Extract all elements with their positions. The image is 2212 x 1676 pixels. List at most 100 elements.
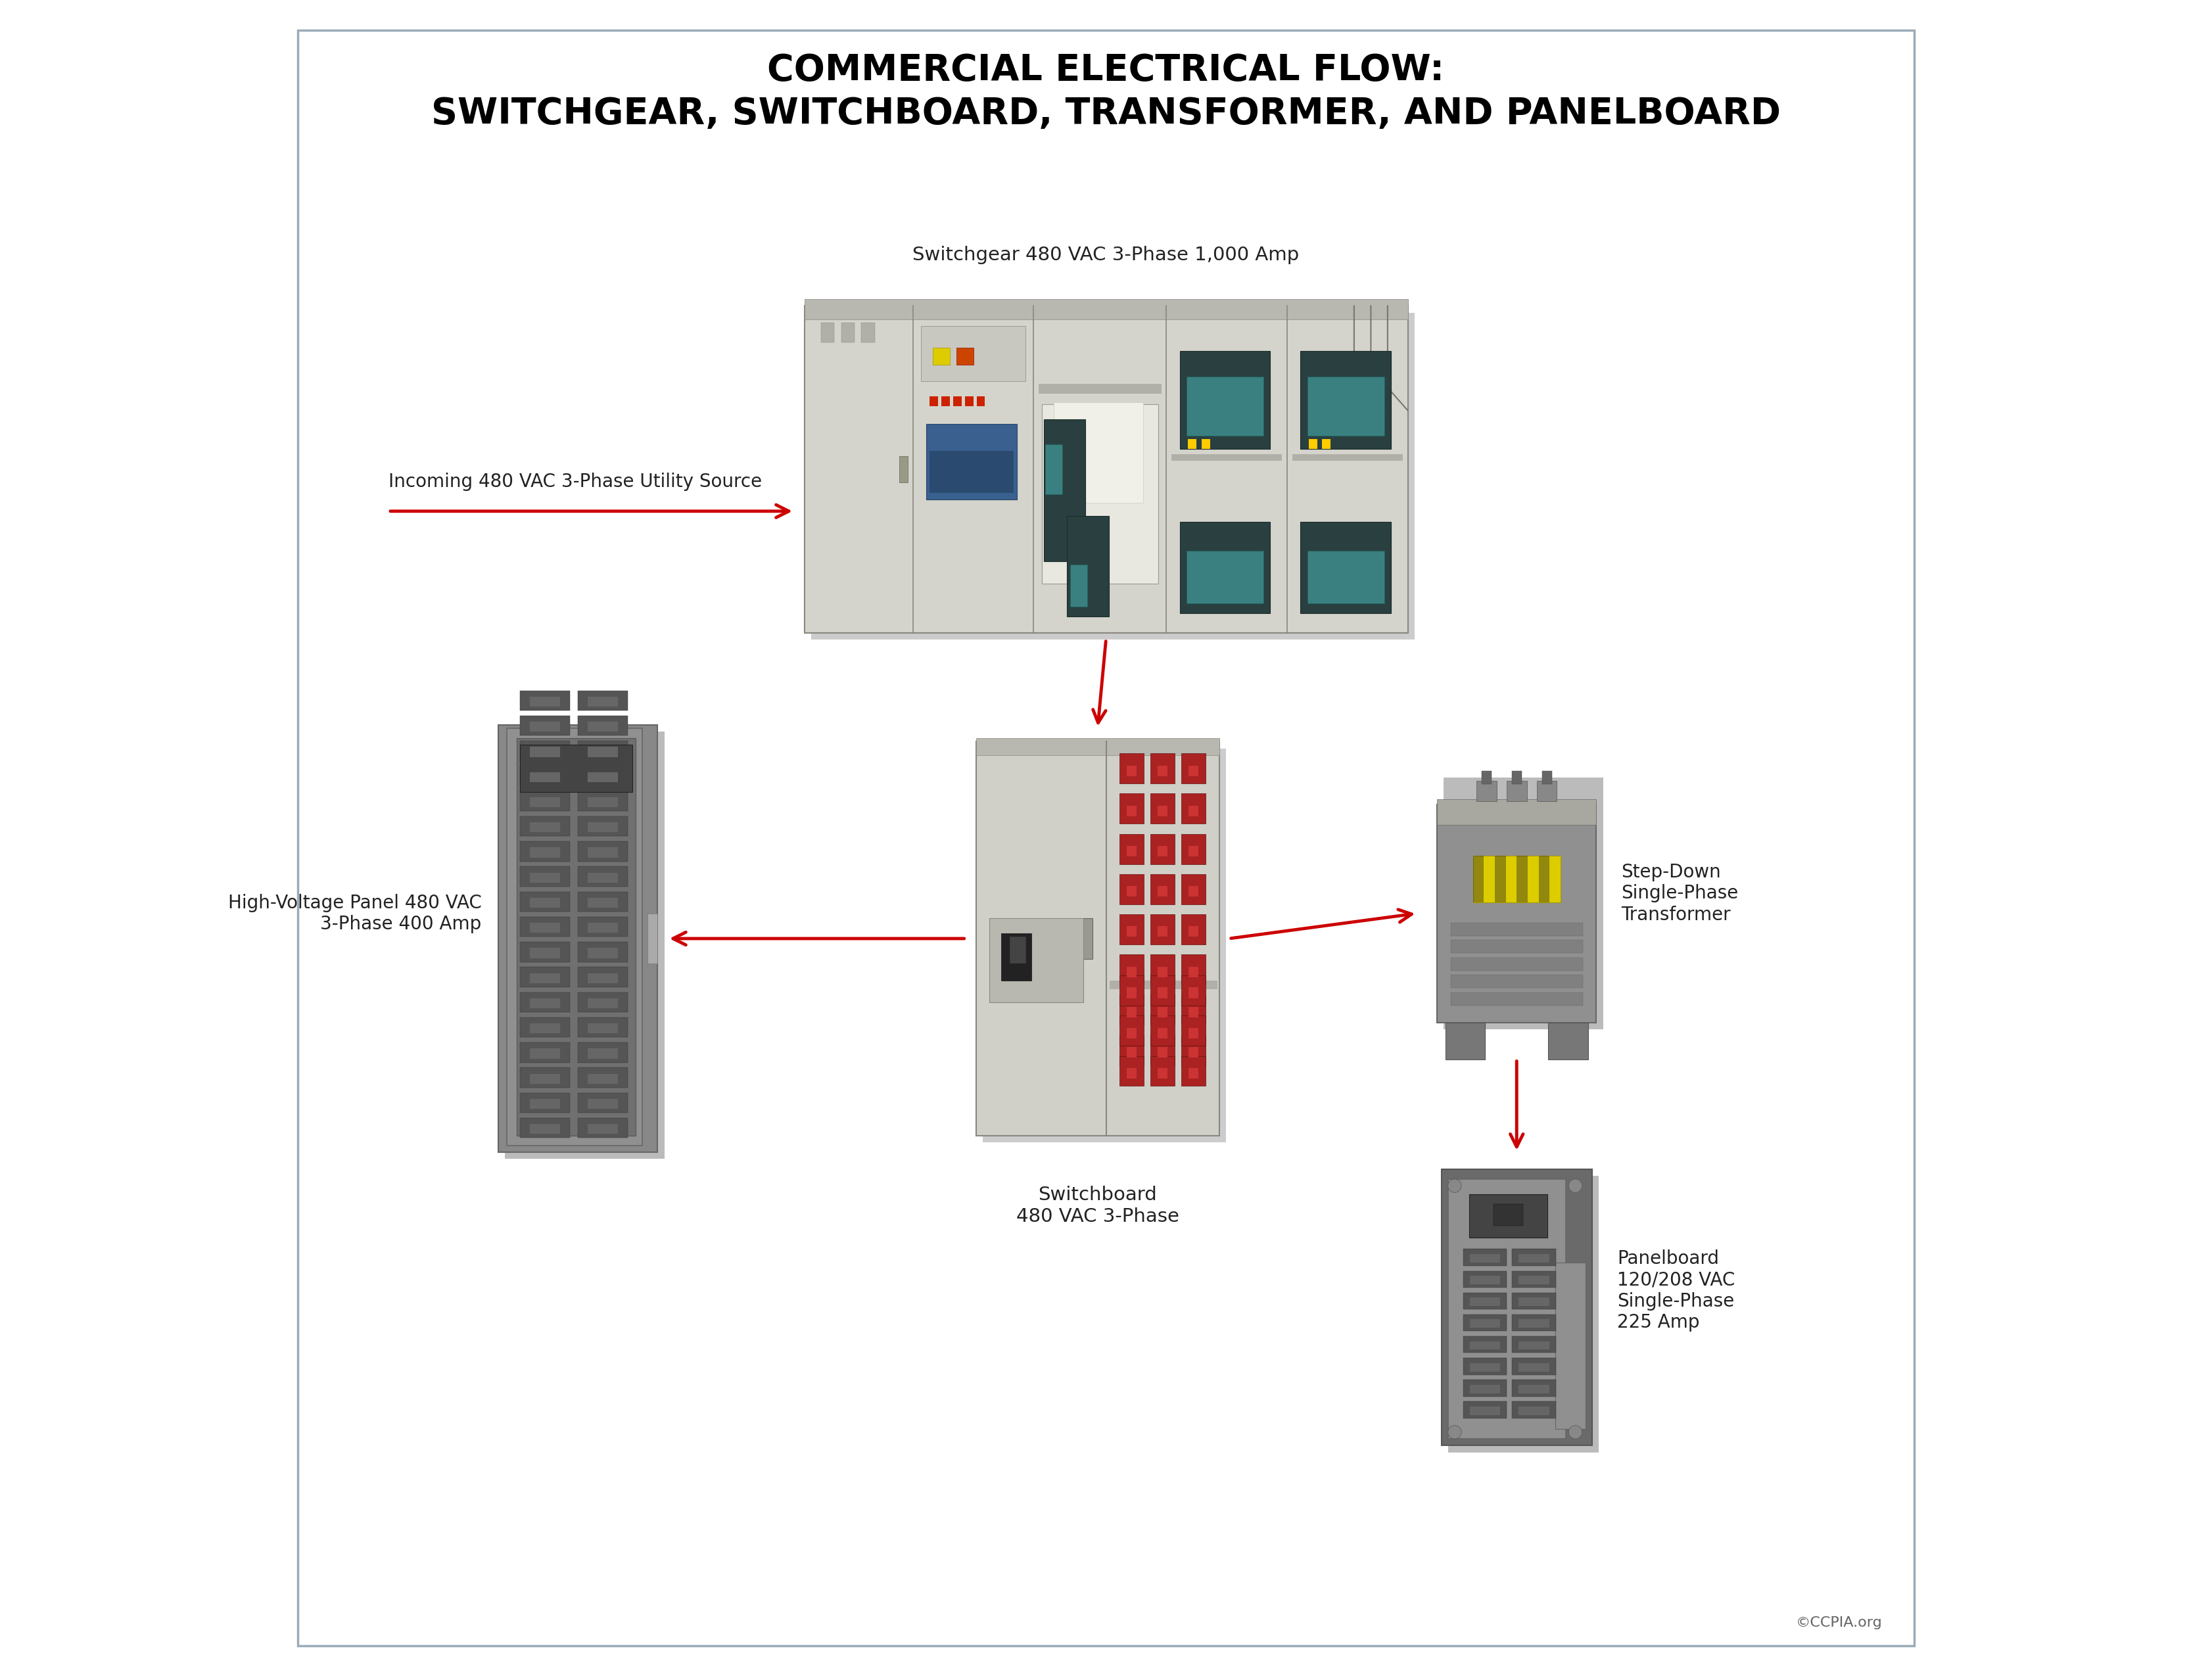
FancyBboxPatch shape	[1451, 975, 1584, 989]
FancyBboxPatch shape	[1307, 377, 1385, 436]
FancyBboxPatch shape	[1482, 771, 1491, 784]
FancyBboxPatch shape	[1157, 806, 1168, 816]
FancyBboxPatch shape	[1126, 1027, 1137, 1039]
FancyBboxPatch shape	[1462, 1249, 1506, 1265]
FancyBboxPatch shape	[588, 798, 617, 808]
FancyBboxPatch shape	[1511, 1314, 1555, 1331]
FancyBboxPatch shape	[1188, 887, 1199, 897]
FancyBboxPatch shape	[1511, 1270, 1555, 1287]
FancyBboxPatch shape	[588, 974, 617, 984]
FancyBboxPatch shape	[531, 1049, 560, 1059]
FancyBboxPatch shape	[1181, 975, 1206, 1006]
FancyBboxPatch shape	[1181, 875, 1206, 905]
FancyBboxPatch shape	[956, 349, 973, 365]
FancyBboxPatch shape	[1181, 915, 1206, 945]
FancyBboxPatch shape	[588, 1099, 617, 1110]
FancyBboxPatch shape	[1188, 1048, 1199, 1058]
Text: COMMERCIAL ELECTRICAL FLOW:: COMMERCIAL ELECTRICAL FLOW:	[768, 52, 1444, 89]
FancyBboxPatch shape	[1462, 1292, 1506, 1309]
FancyBboxPatch shape	[920, 327, 1024, 382]
FancyBboxPatch shape	[942, 397, 949, 407]
FancyBboxPatch shape	[1126, 766, 1137, 776]
FancyBboxPatch shape	[1126, 806, 1137, 816]
FancyBboxPatch shape	[1540, 855, 1551, 902]
FancyBboxPatch shape	[520, 892, 571, 912]
Text: Panelboard
120/208 VAC
Single-Phase
225 Amp: Panelboard 120/208 VAC Single-Phase 225 …	[1617, 1249, 1734, 1332]
FancyBboxPatch shape	[531, 773, 560, 783]
FancyBboxPatch shape	[900, 456, 907, 483]
FancyBboxPatch shape	[1462, 1379, 1506, 1396]
FancyBboxPatch shape	[520, 766, 571, 786]
FancyBboxPatch shape	[1126, 846, 1137, 856]
FancyBboxPatch shape	[1511, 1358, 1555, 1374]
FancyBboxPatch shape	[1469, 1297, 1500, 1306]
FancyBboxPatch shape	[1444, 778, 1604, 1029]
FancyBboxPatch shape	[1301, 521, 1391, 613]
FancyBboxPatch shape	[1119, 955, 1144, 985]
FancyBboxPatch shape	[577, 992, 628, 1012]
FancyBboxPatch shape	[1451, 922, 1584, 935]
FancyBboxPatch shape	[1150, 975, 1175, 1006]
FancyBboxPatch shape	[1119, 875, 1144, 905]
FancyBboxPatch shape	[1181, 835, 1206, 865]
FancyBboxPatch shape	[588, 1049, 617, 1059]
FancyBboxPatch shape	[1179, 521, 1270, 613]
FancyBboxPatch shape	[520, 741, 571, 761]
FancyBboxPatch shape	[1292, 454, 1402, 461]
FancyBboxPatch shape	[1323, 439, 1332, 449]
FancyBboxPatch shape	[1188, 1027, 1199, 1039]
FancyBboxPatch shape	[577, 766, 628, 786]
FancyBboxPatch shape	[1119, 975, 1144, 1006]
FancyBboxPatch shape	[1157, 846, 1168, 856]
FancyBboxPatch shape	[1044, 419, 1086, 561]
FancyBboxPatch shape	[927, 424, 1018, 499]
FancyBboxPatch shape	[1555, 1264, 1586, 1428]
FancyBboxPatch shape	[1071, 565, 1088, 607]
FancyBboxPatch shape	[1469, 1363, 1500, 1371]
FancyBboxPatch shape	[1469, 1319, 1500, 1327]
FancyBboxPatch shape	[1181, 996, 1206, 1026]
FancyBboxPatch shape	[1042, 404, 1157, 583]
FancyBboxPatch shape	[1548, 1022, 1588, 1059]
FancyBboxPatch shape	[1150, 1016, 1175, 1046]
FancyBboxPatch shape	[1188, 439, 1197, 449]
FancyBboxPatch shape	[1119, 835, 1144, 865]
FancyBboxPatch shape	[520, 1068, 571, 1088]
FancyBboxPatch shape	[531, 722, 560, 732]
FancyBboxPatch shape	[1188, 1068, 1199, 1079]
FancyBboxPatch shape	[531, 823, 560, 833]
FancyBboxPatch shape	[1511, 1292, 1555, 1309]
FancyBboxPatch shape	[1150, 754, 1175, 784]
FancyBboxPatch shape	[520, 791, 571, 811]
FancyBboxPatch shape	[1517, 1384, 1548, 1393]
FancyBboxPatch shape	[1002, 934, 1031, 980]
FancyBboxPatch shape	[1172, 454, 1283, 461]
FancyBboxPatch shape	[1449, 1180, 1566, 1438]
FancyBboxPatch shape	[588, 949, 617, 959]
FancyBboxPatch shape	[577, 1017, 628, 1037]
FancyBboxPatch shape	[1157, 1027, 1168, 1039]
FancyBboxPatch shape	[1517, 1341, 1548, 1349]
FancyBboxPatch shape	[1119, 754, 1144, 784]
FancyBboxPatch shape	[1449, 1177, 1599, 1451]
FancyBboxPatch shape	[1126, 927, 1137, 937]
FancyBboxPatch shape	[1186, 551, 1263, 603]
FancyBboxPatch shape	[588, 697, 617, 707]
FancyBboxPatch shape	[520, 992, 571, 1012]
FancyBboxPatch shape	[1473, 855, 1559, 902]
FancyBboxPatch shape	[975, 397, 984, 407]
FancyBboxPatch shape	[577, 892, 628, 912]
FancyBboxPatch shape	[577, 716, 628, 736]
FancyBboxPatch shape	[577, 866, 628, 887]
FancyBboxPatch shape	[1462, 1270, 1506, 1287]
FancyBboxPatch shape	[1186, 377, 1263, 436]
FancyBboxPatch shape	[1150, 996, 1175, 1026]
FancyBboxPatch shape	[1157, 967, 1168, 977]
FancyBboxPatch shape	[1310, 439, 1316, 449]
FancyBboxPatch shape	[1126, 1068, 1137, 1079]
FancyBboxPatch shape	[1157, 887, 1168, 897]
FancyBboxPatch shape	[498, 724, 657, 1153]
FancyBboxPatch shape	[1046, 444, 1062, 494]
FancyBboxPatch shape	[531, 848, 560, 858]
FancyBboxPatch shape	[588, 923, 617, 934]
